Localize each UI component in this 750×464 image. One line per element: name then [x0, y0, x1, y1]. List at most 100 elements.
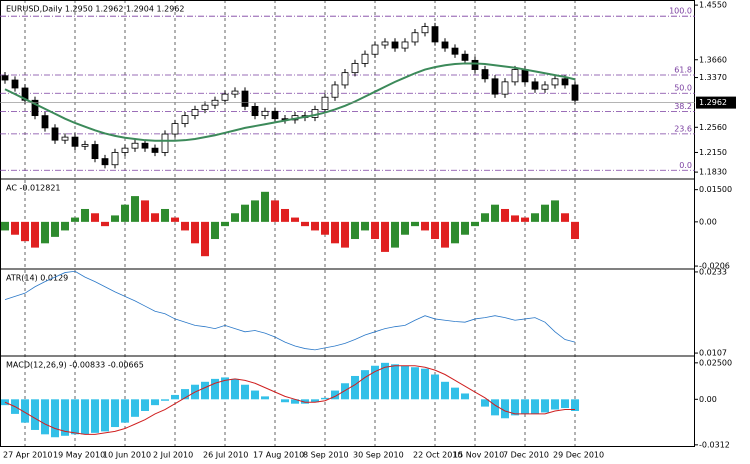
bar: [541, 399, 549, 413]
candle-body: [341, 72, 349, 86]
candle-body: [31, 99, 39, 117]
candle-body: [401, 41, 409, 49]
bar: [301, 399, 309, 404]
candle-body: [471, 59, 479, 70]
y-tick-label: 0.00: [699, 217, 717, 226]
bar: [21, 221, 29, 242]
bar: [471, 221, 479, 227]
candle-body: [61, 136, 69, 141]
candle-body: [81, 144, 89, 147]
x-tick-label: 8 Sep 2010: [303, 451, 349, 460]
signal-line: [4, 365, 575, 435]
bar: [491, 204, 499, 222]
candle-body: [511, 69, 519, 83]
bar: [531, 213, 539, 222]
y-tick-label: 1.3660: [699, 55, 727, 64]
x-tick-label: 30 Sep 2010: [353, 451, 404, 460]
bar: [321, 221, 329, 235]
bar: [511, 399, 519, 416]
panel-title: ATR(14) 0.0129: [6, 274, 68, 283]
candle-body: [421, 26, 429, 34]
bar: [491, 399, 499, 416]
bar: [251, 200, 259, 222]
bar: [171, 394, 179, 400]
bar: [151, 399, 159, 406]
bar: [361, 221, 369, 231]
x-tick-label: 15 Nov 2010: [453, 451, 504, 460]
bar: [521, 399, 529, 414]
bar: [241, 384, 249, 400]
atr-line: [4, 270, 576, 351]
bar: [511, 215, 519, 222]
candle-body: [51, 127, 59, 141]
fib-label: 61.8: [674, 66, 692, 75]
bar: [311, 221, 319, 231]
bar: [521, 217, 529, 222]
bar: [221, 221, 229, 227]
candle-body: [181, 115, 189, 125]
candle-body: [451, 47, 459, 55]
bar: [181, 221, 189, 231]
bar: [221, 377, 229, 400]
bar: [391, 221, 399, 248]
fib-label: 50.0: [674, 84, 692, 93]
bar: [101, 399, 109, 432]
candle-body: [41, 115, 49, 129]
bar: [451, 387, 459, 400]
bar: [341, 221, 349, 248]
bar: [201, 381, 209, 400]
y-tick-label: 1.3370: [699, 73, 727, 82]
fib-label: 23.6: [674, 124, 692, 133]
candle-body: [131, 142, 139, 149]
bar: [341, 383, 349, 400]
bar: [311, 399, 319, 403]
x-tick-label: 22 Oct 2010: [413, 451, 462, 460]
bar: [271, 200, 279, 222]
candle-body: [481, 69, 489, 80]
bar: [401, 365, 409, 400]
bar: [231, 213, 239, 222]
bar: [41, 221, 49, 244]
y-tick-label: 0.0233: [699, 267, 727, 276]
candle-body: [361, 53, 369, 64]
bar: [121, 204, 129, 222]
bar: [481, 213, 489, 222]
bar: [51, 399, 59, 438]
bar: [11, 221, 19, 235]
candle-body: [11, 79, 19, 89]
bar: [261, 396, 269, 400]
bar: [391, 364, 399, 400]
bar: [371, 365, 379, 400]
bar: [211, 221, 219, 240]
candle-body: [321, 96, 329, 110]
bar: [141, 399, 149, 411]
x-tick-label: 19 May 2010: [53, 451, 105, 460]
y-tick-label: 0.02500: [699, 358, 732, 367]
candle-body: [71, 136, 79, 147]
bar: [501, 208, 509, 222]
last-price-label: 1.2962: [699, 98, 727, 107]
bar: [541, 204, 549, 222]
bar: [441, 221, 449, 248]
bar: [91, 213, 99, 222]
candle-body: [461, 53, 469, 61]
bar: [41, 399, 49, 435]
bar: [381, 221, 389, 252]
bar: [51, 221, 59, 237]
bar: [211, 378, 219, 400]
bar: [561, 399, 569, 409]
bar: [481, 399, 489, 407]
bar: [121, 399, 129, 423]
bar: [351, 375, 359, 400]
candle-body: [141, 142, 149, 149]
candle-body: [351, 63, 359, 74]
candle-body: [431, 26, 439, 43]
bar: [421, 221, 429, 231]
x-tick-label: 7 Dec 2010: [503, 451, 549, 460]
bar: [141, 200, 149, 222]
panel-title: MACD(12,26,9) -0.00833 -0.00665: [6, 361, 144, 370]
candle-body: [251, 106, 259, 117]
candle-body: [121, 147, 129, 153]
y-tick-label: 0.00: [699, 395, 717, 404]
bar: [31, 221, 39, 248]
